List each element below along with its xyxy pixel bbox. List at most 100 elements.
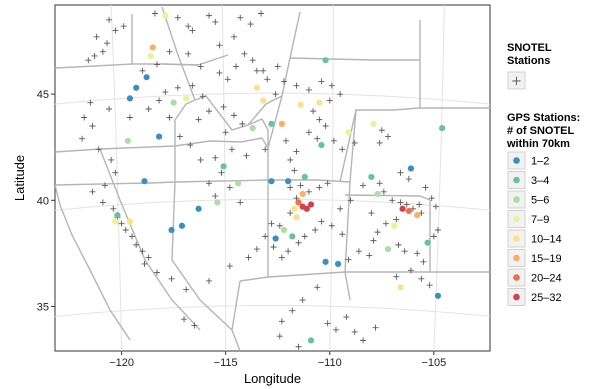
- gps-station-marker: [345, 129, 352, 136]
- gps-station-marker: [434, 292, 442, 299]
- snotel-station-marker: [85, 57, 92, 64]
- gps-station-marker: [249, 125, 256, 132]
- snotel-station-marker: [337, 205, 344, 212]
- snotel-station-marker: [139, 248, 146, 255]
- gps-station-marker: [414, 212, 421, 219]
- gps-station-marker: [112, 218, 119, 225]
- plot-panel: [54, 4, 491, 352]
- gps-station-marker: [268, 178, 275, 185]
- gps-station-marker: [318, 141, 325, 149]
- snotel-station-marker: [289, 307, 296, 314]
- snotel-station-marker: [305, 129, 312, 136]
- snotel-station-marker: [174, 14, 181, 21]
- gps-station-marker: [439, 125, 446, 132]
- legend: SNOTEL Stations + GPS Stations: # of SNO…: [506, 42, 580, 306]
- snotel-station-marker: [330, 137, 337, 144]
- gps-station-marker: [303, 205, 310, 212]
- snotel-station-marker: [376, 180, 383, 187]
- snotel-station-marker: [337, 91, 344, 98]
- snotel-station-marker: [197, 63, 204, 70]
- snotel-station-marker: [129, 233, 136, 240]
- gps-legend-swatch: [513, 157, 520, 164]
- gps-station-marker: [384, 246, 392, 253]
- snotel-station-marker: [106, 16, 113, 23]
- gps-station-marker: [297, 101, 304, 108]
- snotel-station-marker: [293, 148, 300, 155]
- snotel-stations: [79, 10, 441, 350]
- snotel-station-marker: [133, 241, 140, 248]
- snotel-station-marker: [285, 248, 292, 255]
- snotel-station-marker: [89, 188, 96, 195]
- snotel-station-marker: [176, 133, 183, 140]
- gps-station-marker: [141, 178, 148, 185]
- snotel-station-marker: [222, 129, 229, 136]
- snotel-station-marker: [426, 282, 433, 289]
- snotel-station-marker: [168, 275, 175, 282]
- gps-station-marker: [397, 284, 404, 291]
- gps-station-marker: [299, 190, 306, 198]
- snotel-station-marker: [287, 156, 294, 163]
- snotel-station-marker: [212, 193, 219, 200]
- gps-station-marker: [214, 199, 221, 206]
- gps-station-marker: [183, 95, 190, 102]
- snotel-legend-key: [507, 71, 526, 90]
- gps-legend-swatch: [513, 235, 520, 242]
- snotel-station-marker: [378, 127, 385, 134]
- snotel-station-marker: [237, 14, 244, 21]
- snotel-station-marker: [432, 203, 439, 210]
- snotel-station-marker: [310, 108, 317, 115]
- snotel-station-marker: [380, 188, 387, 195]
- gps-legend-items: 1–2 3–4 5–6 7–9 10–14 15–19 20–24 25–32: [507, 151, 562, 306]
- snotel-station-marker: [156, 97, 163, 104]
- snotel-station-marker: [233, 63, 240, 70]
- gps-legend-swatch: [513, 196, 520, 203]
- snotel-station-marker: [262, 233, 269, 240]
- snotel-station-marker: [237, 199, 244, 206]
- snotel-station-marker: [351, 139, 358, 146]
- snotel-station-marker: [112, 169, 119, 176]
- snotel-legend-title-line-2: Stations: [507, 55, 550, 67]
- snotel-station-marker: [110, 205, 117, 212]
- gps-legend-label: 3–4: [531, 175, 549, 187]
- snotel-station-marker: [224, 76, 231, 83]
- snotel-station-marker: [122, 227, 129, 234]
- snotel-station-marker: [126, 114, 133, 121]
- snotel-station-marker: [153, 61, 160, 68]
- gps-station-marker: [126, 218, 134, 225]
- gps-station-marker: [334, 260, 342, 268]
- snotel-station-marker: [189, 82, 196, 89]
- snotel-station-marker: [91, 52, 98, 59]
- snotel-station-marker: [216, 42, 223, 49]
- snotel-station-marker: [393, 273, 400, 280]
- snotel-station-marker: [324, 180, 331, 187]
- y-tick-label: 40: [37, 195, 49, 207]
- snotel-station-marker: [287, 210, 294, 217]
- snotel-station-marker: [272, 91, 279, 98]
- snotel-station-marker: [360, 337, 367, 344]
- snotel-station-marker: [230, 112, 237, 119]
- snotel-station-marker: [283, 137, 290, 144]
- snotel-station-marker: [99, 48, 106, 55]
- gps-station-marker: [405, 207, 412, 215]
- graticule: [55, 5, 490, 351]
- snotel-station-marker: [195, 116, 202, 123]
- snotel-station-marker: [106, 106, 113, 113]
- snotel-station-marker: [185, 23, 192, 30]
- snotel-station-marker: [312, 227, 319, 234]
- snotel-station-marker: [305, 188, 312, 195]
- gps-legend-label: 7–9: [531, 214, 549, 226]
- snotel-station-marker: [153, 269, 160, 276]
- snotel-station-marker: [218, 169, 225, 176]
- gps-station-marker: [278, 120, 285, 127]
- snotel-station-marker: [139, 67, 146, 74]
- gps-station-marker: [268, 120, 275, 127]
- gps-station-marker: [295, 199, 302, 206]
- snotel-station-marker: [324, 320, 331, 327]
- snotel-station-marker: [189, 27, 196, 34]
- snotel-station-marker: [239, 120, 246, 127]
- snotel-station-marker: [183, 286, 190, 293]
- gps-station-marker: [149, 44, 156, 51]
- meridian-line: [433, 5, 445, 351]
- gps-legend-swatch: [513, 274, 520, 281]
- gps-legend-label: 1–2: [531, 156, 549, 168]
